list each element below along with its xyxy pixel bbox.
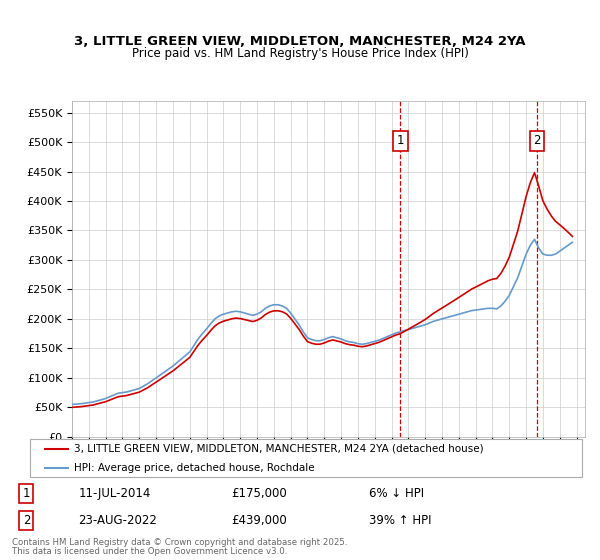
- Text: 3, LITTLE GREEN VIEW, MIDDLETON, MANCHESTER, M24 2YA: 3, LITTLE GREEN VIEW, MIDDLETON, MANCHES…: [74, 35, 526, 48]
- Text: £175,000: £175,000: [231, 487, 287, 500]
- Text: HPI: Average price, detached house, Rochdale: HPI: Average price, detached house, Roch…: [74, 463, 315, 473]
- FancyBboxPatch shape: [30, 439, 582, 477]
- Text: 1: 1: [23, 487, 30, 500]
- Text: Price paid vs. HM Land Registry's House Price Index (HPI): Price paid vs. HM Land Registry's House …: [131, 47, 469, 60]
- Text: 39% ↑ HPI: 39% ↑ HPI: [369, 514, 431, 527]
- Text: Contains HM Land Registry data © Crown copyright and database right 2025.: Contains HM Land Registry data © Crown c…: [12, 539, 347, 548]
- Text: 3, LITTLE GREEN VIEW, MIDDLETON, MANCHESTER, M24 2YA (detached house): 3, LITTLE GREEN VIEW, MIDDLETON, MANCHES…: [74, 444, 484, 454]
- Text: 1: 1: [397, 134, 404, 147]
- Text: 23-AUG-2022: 23-AUG-2022: [78, 514, 157, 527]
- Text: 2: 2: [533, 134, 541, 147]
- Text: 6% ↓ HPI: 6% ↓ HPI: [369, 487, 424, 500]
- Text: 2: 2: [23, 514, 30, 527]
- Text: £439,000: £439,000: [231, 514, 287, 527]
- Text: 11-JUL-2014: 11-JUL-2014: [78, 487, 151, 500]
- Text: This data is licensed under the Open Government Licence v3.0.: This data is licensed under the Open Gov…: [12, 548, 287, 557]
